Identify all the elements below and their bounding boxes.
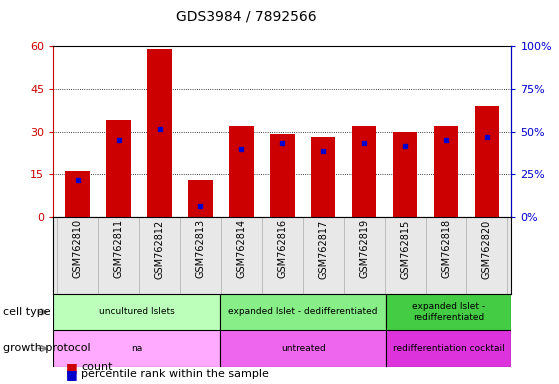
Text: GSM762817: GSM762817	[318, 219, 328, 278]
Text: GSM762818: GSM762818	[441, 219, 451, 278]
Text: GSM762810: GSM762810	[73, 219, 83, 278]
Text: expanded Islet - dedifferentiated: expanded Islet - dedifferentiated	[229, 308, 378, 316]
Text: cell type: cell type	[3, 307, 50, 317]
Bar	[386, 330, 511, 367]
Text: growth protocol: growth protocol	[3, 343, 91, 354]
Text: GSM762813: GSM762813	[196, 219, 206, 278]
Text: GSM762814: GSM762814	[236, 219, 247, 278]
Text: GSM762820: GSM762820	[482, 219, 492, 278]
Bar	[475, 106, 499, 217]
Text: redifferentiation cocktail: redifferentiation cocktail	[393, 344, 505, 353]
Text: ■: ■	[66, 368, 78, 381]
Bar	[393, 131, 418, 217]
Bar	[220, 294, 386, 330]
Bar	[106, 120, 131, 217]
Bar	[352, 126, 376, 217]
Text: count: count	[81, 362, 112, 372]
Text: na: na	[131, 344, 142, 353]
Text: GSM762819: GSM762819	[359, 219, 369, 278]
Text: uncultured Islets: uncultured Islets	[98, 308, 174, 316]
Bar	[65, 171, 90, 217]
Bar	[270, 134, 295, 217]
Bar	[229, 126, 254, 217]
Text: percentile rank within the sample: percentile rank within the sample	[81, 369, 269, 379]
Text: GSM762815: GSM762815	[400, 219, 410, 278]
Text: GSM762812: GSM762812	[154, 219, 164, 278]
Bar	[53, 294, 220, 330]
Bar	[53, 330, 220, 367]
Text: untreated: untreated	[281, 344, 325, 353]
Text: ■: ■	[66, 361, 78, 374]
Bar	[434, 126, 458, 217]
Text: expanded Islet -
redifferentiated: expanded Islet - redifferentiated	[413, 302, 486, 322]
Text: GSM762811: GSM762811	[113, 219, 124, 278]
Text: GSM762816: GSM762816	[277, 219, 287, 278]
Bar	[188, 180, 213, 217]
Text: GDS3984 / 7892566: GDS3984 / 7892566	[176, 10, 316, 23]
Bar	[386, 294, 511, 330]
Bar	[220, 330, 386, 367]
Bar	[147, 49, 172, 217]
Bar	[311, 137, 335, 217]
